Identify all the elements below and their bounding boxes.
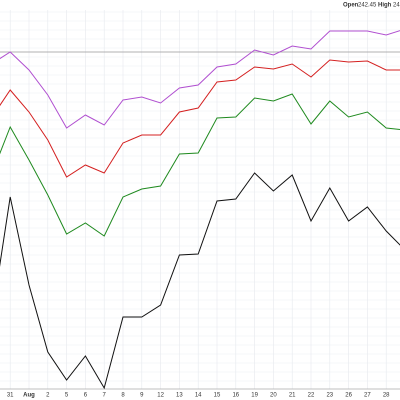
series-line	[0, 93, 400, 237]
x-tick-label: 8	[121, 393, 125, 399]
x-tick-label: 27	[364, 393, 371, 399]
x-tick-label: 28	[383, 393, 390, 399]
x-tick-label: 23	[326, 393, 333, 399]
x-tick-label: 7	[103, 393, 107, 399]
series-line	[0, 30, 400, 129]
x-tick-label: 21	[289, 393, 296, 399]
open-label: Open	[343, 3, 359, 9]
x-tick-label: 19	[251, 393, 258, 399]
x-tick-label: 31	[7, 393, 14, 399]
x-tick-label: 16	[232, 393, 239, 399]
x-tick-label: Aug	[23, 393, 35, 399]
high-value: 24	[393, 3, 400, 9]
x-tick-label: 15	[214, 393, 221, 399]
x-tick-label: 13	[176, 393, 183, 399]
x-tick-label: 22	[308, 393, 315, 399]
open-value: 242.45	[358, 3, 377, 9]
x-tick-label: 20	[270, 393, 277, 399]
x-tick-label: 2	[46, 393, 50, 399]
x-tick-label: 9	[140, 393, 144, 399]
series-line	[0, 172, 400, 390]
x-tick-label: 6	[84, 393, 88, 399]
x-tick-label: 12	[157, 393, 164, 399]
grid	[0, 10, 400, 389]
high-label: High	[378, 3, 392, 9]
x-tick-label: 26	[345, 393, 352, 399]
series-line	[0, 59, 400, 178]
x-tick-label: 5	[65, 393, 69, 399]
x-tick-label: 14	[195, 393, 202, 399]
